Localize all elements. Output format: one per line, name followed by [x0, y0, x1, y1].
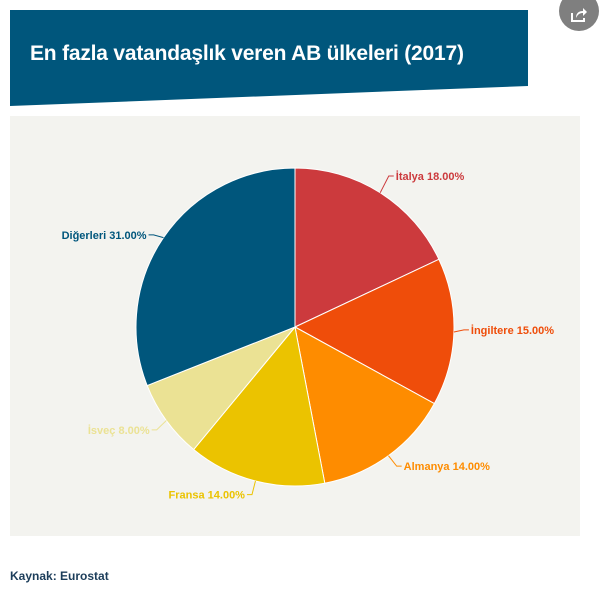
slice-label-1: İtalya 18.00%	[396, 170, 465, 183]
leader-line-2	[453, 329, 469, 333]
slice-label-4: Fransa 14.00%	[169, 490, 246, 502]
source-note: Kaynak: Eurostat	[10, 569, 109, 583]
slice-label-6: Diğerleri 31.00%	[62, 230, 147, 242]
pie-slice-6[interactable]	[135, 167, 296, 387]
leader-line-3	[388, 455, 402, 467]
leader-line-1	[379, 175, 394, 193]
leader-line-6	[148, 234, 164, 239]
share-button[interactable]	[559, 0, 599, 31]
slice-label-5: İsveç 8.00%	[88, 424, 150, 437]
chart-panel: İtalya 18.00% İngiltere 15.00% Almanya 14.…	[10, 116, 580, 536]
leader-line-5	[151, 420, 167, 431]
slice-label-3: Almanya 14.00%	[404, 461, 490, 473]
title-banner: En fazla vatandaşlık veren AB ülkeleri (…	[10, 10, 528, 106]
pie-chart: İtalya 18.00% İngiltere 15.00% Almanya 14.…	[62, 167, 554, 502]
slice-label-2: İngiltere 15.00%	[471, 324, 554, 337]
pie-slice-2[interactable]	[293, 258, 455, 405]
pie-slice-1[interactable]	[294, 167, 440, 328]
chart-title: En fazla vatandaşlık veren AB ülkeleri (…	[30, 42, 464, 65]
share-icon	[571, 8, 587, 22]
leader-line-4	[246, 480, 256, 496]
